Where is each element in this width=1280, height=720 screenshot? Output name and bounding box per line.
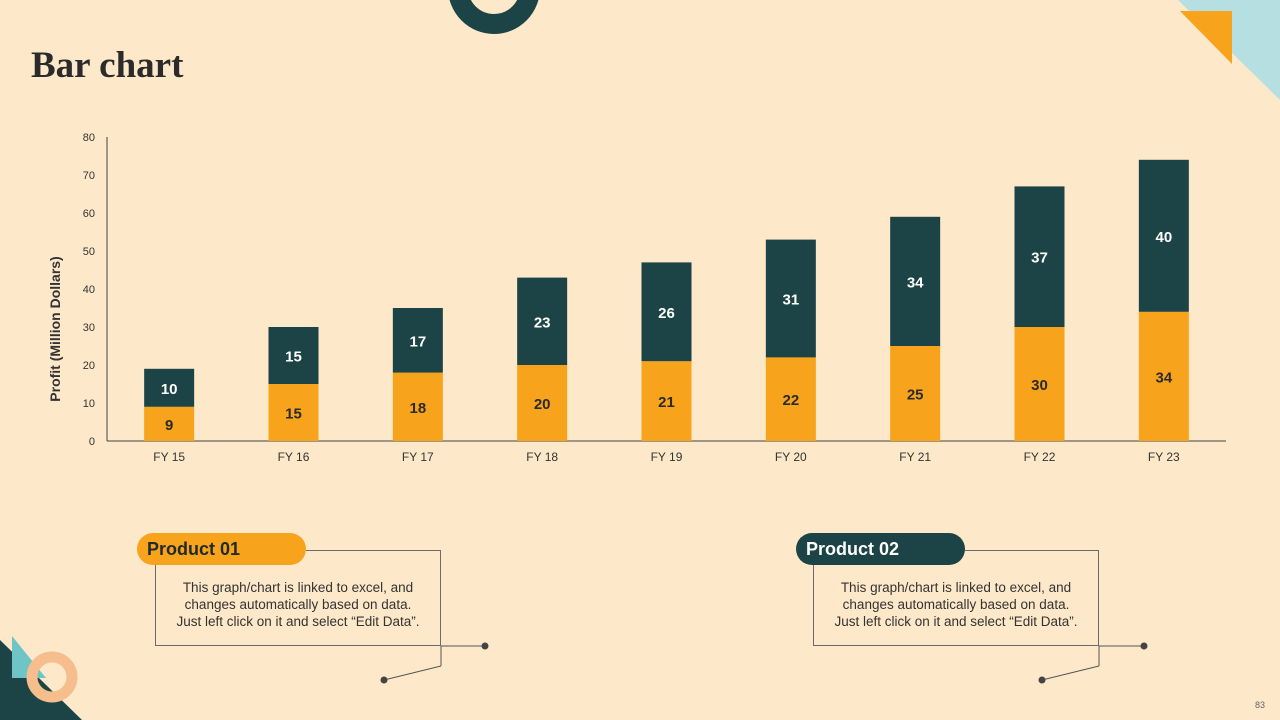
x-tick-label: FY 19 [651,450,683,464]
callout-2-line-3: Just left click on it and select “Edit D… [834,614,1078,629]
y-tick-label: 40 [83,284,95,296]
top-right-blue-corner [1233,0,1280,45]
data-label: 23 [534,314,551,331]
bar-series-1 [1014,327,1065,441]
bar-series-2 [890,216,941,346]
y-tick-label: 30 [83,322,95,334]
bar-series-2 [144,368,195,407]
callout-2-right-border-top [1098,550,1099,566]
y-tick-label: 60 [83,208,95,220]
callout-1-line-1: This graph/chart is linked to excel, and [182,580,414,595]
bar-series-1 [765,357,816,441]
callout-2-dot-left [1038,676,1046,684]
bar-series-1 [641,361,692,441]
callout-2-dot-right [1140,642,1148,650]
y-tick-label: 10 [83,398,95,410]
x-tick-label: FY 16 [278,450,310,464]
callout-1-dot-left [380,676,388,684]
data-label: 20 [534,396,551,413]
bar-series-2 [641,262,692,362]
data-label: 22 [782,392,799,409]
bar-series-2 [268,327,319,384]
data-label: 25 [907,387,924,404]
callout-1-box [155,565,441,646]
bar-series-2 [392,308,443,373]
callout-1-top-border [306,550,441,551]
bottom-left-ring-decoration [26,651,78,703]
x-tick-label: FY 15 [153,450,185,464]
data-label: 18 [409,400,426,417]
y-tick-label: 80 [83,132,95,144]
data-label: 17 [409,333,426,350]
y-tick-label: 70 [83,170,95,182]
bar-series-1 [144,406,195,441]
data-label: 37 [1031,250,1048,267]
data-label: 26 [658,305,675,322]
x-tick-label: FY 18 [526,450,558,464]
callout-1-connector [383,665,442,681]
slide-title: Bar chart [31,45,184,86]
data-label: 15 [285,349,302,366]
x-tick-label: FY 17 [402,450,434,464]
callout-2-box [813,565,1099,646]
top-right-orange-triangle [1180,11,1232,64]
data-label: 10 [161,381,178,398]
bar-series-1 [517,365,568,441]
data-label: 31 [782,292,799,309]
data-label: 40 [1155,229,1172,246]
x-tick-label: FY 23 [1148,450,1180,464]
callout-2-text: This graph/chart is linked to excel, and… [813,579,1099,630]
data-label: 30 [1031,377,1048,394]
x-tick-label: FY 22 [1024,450,1056,464]
bar-series-2 [517,277,568,365]
callout-1-right-border-top [440,550,441,566]
page-number: 83 [1254,700,1265,710]
bar-series-2 [1138,159,1189,312]
y-tick-label: 0 [89,436,95,448]
data-label: 15 [285,406,302,423]
callout-1-dot-right [481,642,489,650]
bar-series-1 [1138,311,1189,441]
callout-2-line-2: changes automatically based on data. [842,597,1070,612]
data-label: 34 [907,274,924,291]
bar-series-1 [890,346,941,441]
data-label: 9 [165,417,173,434]
x-tick-label: FY 21 [899,450,931,464]
callout-2-connector [1041,665,1100,681]
callout-1-line-3: Just left click on it and select “Edit D… [176,614,420,629]
y-axis-label: Profit (Million Dollars) [47,256,63,401]
bar-series-1 [392,372,443,441]
data-label: 21 [658,394,675,411]
x-tick-label: FY 20 [775,450,807,464]
callout-2-line-1: This graph/chart is linked to excel, and [840,580,1072,595]
top-ring-decoration [449,0,539,34]
data-label: 34 [1155,369,1172,386]
callout-1-line-2: changes automatically based on data. [184,597,412,612]
callout-2-label: Product 02 [796,533,965,565]
y-tick-label: 50 [83,246,95,258]
bar-series-2 [765,239,816,358]
callout-2-top-border [965,550,1099,551]
bar-series-1 [268,384,319,441]
y-tick-label: 20 [83,360,95,372]
callout-1-text: This graph/chart is linked to excel, and… [155,579,441,630]
callout-1-label: Product 01 [137,533,306,565]
bar-series-2 [1014,186,1065,327]
